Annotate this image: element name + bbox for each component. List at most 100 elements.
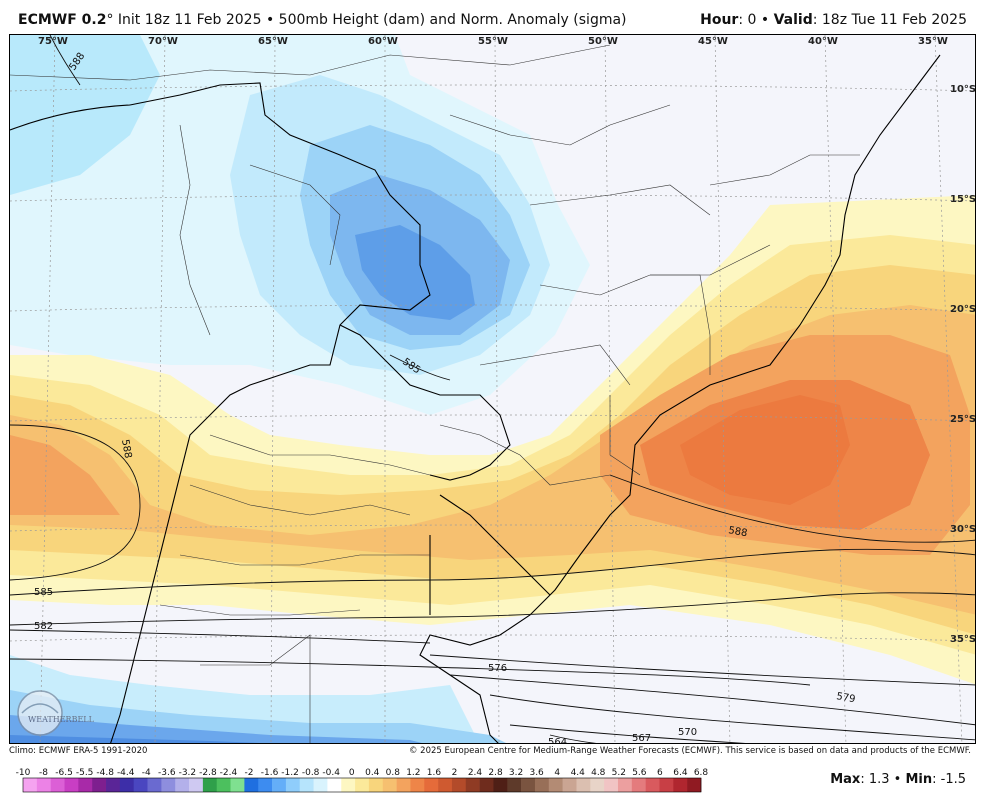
colorbar-tick-label: 2 xyxy=(452,768,458,778)
colorbar-tick-label: -3.6 xyxy=(158,768,176,778)
colorbar-tick-label: 2.4 xyxy=(468,768,483,778)
colorbar-swatch xyxy=(327,778,342,792)
colorbar-swatch xyxy=(189,778,204,792)
colorbar-swatch xyxy=(410,778,425,792)
colorbar-swatch xyxy=(147,778,162,792)
colorbar-tick-label: -4 xyxy=(142,768,151,778)
colorbar-swatch xyxy=(50,778,65,792)
colorbar-swatch xyxy=(285,778,301,792)
colorbar: -10 -8 -6.5 -5.5 -4.8 -4.4 -4 -3.6 -3.2 -2.8 -2.4-… xyxy=(14,765,714,799)
footer: Climo: ECMWF ERA-5 1991-2020 © 2025 Euro… xyxy=(0,746,984,758)
lon-label: 45°W xyxy=(698,36,728,47)
colorbar-swatch xyxy=(313,778,328,792)
contour-label: 576 xyxy=(488,663,507,674)
colorbar-swatch xyxy=(465,778,480,792)
colorbar-swatch xyxy=(216,778,231,792)
colorbar-swatch xyxy=(244,778,259,792)
degree-symbol: ° xyxy=(106,12,114,28)
colorbar-swatch xyxy=(548,778,563,792)
colorbar-swatch xyxy=(424,778,439,792)
colorbar-tick-label: -2.4 xyxy=(220,768,238,778)
colorbar-tick-label: -8 xyxy=(39,768,48,778)
colorbar-tick-label: 5.2 xyxy=(612,768,626,778)
map-canvas: 588 585 588 585 582 576 579 570 567 564 … xyxy=(10,35,976,744)
colorbar-tick-label: 4.4 xyxy=(571,768,586,778)
contour-label: 570 xyxy=(678,727,697,738)
colorbar-swatch xyxy=(493,778,508,792)
colorbar-tick-label: 6 xyxy=(657,768,663,778)
stats-separator: • xyxy=(893,772,902,787)
colorbar-swatch xyxy=(258,778,273,792)
colorbar-tick-label: -0.8 xyxy=(302,768,320,778)
lon-label: 35°W xyxy=(918,36,948,47)
contour-label: 582 xyxy=(34,621,53,632)
init-time: Init 18z 11 Feb 2025 xyxy=(117,12,262,28)
colorbar-swatch xyxy=(36,778,51,792)
contour-label-group: 588 585 588 585 582 576 579 570 567 564 … xyxy=(34,51,856,744)
colorbar-swatch xyxy=(576,778,591,792)
colorbar-swatch xyxy=(272,778,287,792)
graticule xyxy=(10,35,975,743)
lon-label: 70°W xyxy=(148,36,178,47)
lon-label: 50°W xyxy=(588,36,618,47)
colorbar-swatch xyxy=(355,778,370,792)
colorbar-tick-label: 4.8 xyxy=(591,768,606,778)
lat-label: 20°S xyxy=(950,304,976,315)
positive-anomaly-shading xyxy=(10,195,975,685)
colorbar-swatch xyxy=(119,778,134,792)
colorbar-tick-label: -4.8 xyxy=(96,768,114,778)
lon-label: 75°W xyxy=(38,36,68,47)
longitude-labels: 75°W 70°W 65°W 60°W 55°W 50°W 45°W 40°W … xyxy=(38,36,948,47)
valid-separator: • xyxy=(760,12,770,28)
colorbar-swatch xyxy=(64,778,79,792)
colorbar-tick-label: 2.8 xyxy=(488,768,503,778)
contour-label: 579 xyxy=(835,691,856,705)
lon-label: 65°W xyxy=(258,36,288,47)
colorbar-tick-label: 5.6 xyxy=(632,768,647,778)
colorbar-swatch xyxy=(161,778,176,792)
colorbar-tick-label: -1.2 xyxy=(281,768,299,778)
title: ECMWF 0.2° Init 18z 11 Feb 2025 • 500mb … xyxy=(18,12,627,28)
min-value: : -1.5 xyxy=(932,772,966,787)
colorbar-tick-label: -6.5 xyxy=(55,768,73,778)
model-name: ECMWF 0.2 xyxy=(18,12,107,28)
hour-value: : 0 xyxy=(738,12,757,28)
contour-label: 567 xyxy=(632,733,651,744)
lon-label: 40°W xyxy=(808,36,838,47)
latitude-labels: 10°S 15°S 20°S 25°S 30°S 35°S xyxy=(950,84,976,645)
colorbar-tick-label: 0 xyxy=(349,768,355,778)
colorbar-swatch xyxy=(23,778,38,792)
colorbar-tick-label: 1.6 xyxy=(427,768,442,778)
colorbar-swatch xyxy=(396,778,411,792)
colorbar-tick-label: -2.8 xyxy=(199,768,217,778)
lat-label: 30°S xyxy=(950,524,976,535)
colorbar-tick-label: 6.8 xyxy=(694,768,709,778)
title-separator: • xyxy=(265,12,275,28)
colorbar-swatch xyxy=(133,778,148,792)
colorbar-swatch xyxy=(659,778,674,792)
colorbar-swatch xyxy=(106,778,121,792)
colorbar-tick-label: -10 xyxy=(16,768,31,778)
header: ECMWF 0.2° Init 18z 11 Feb 2025 • 500mb … xyxy=(0,0,984,34)
forecast-map[interactable]: 588 585 588 585 582 576 579 570 567 564 … xyxy=(9,34,976,744)
colorbar-swatch xyxy=(604,778,619,792)
colorbar-swatch xyxy=(299,778,314,792)
colorbar-tick-label: 3.2 xyxy=(509,768,523,778)
colorbar-swatch xyxy=(202,778,218,792)
colorbar-swatch xyxy=(534,778,550,792)
lat-label: 25°S xyxy=(950,414,976,425)
colorbar-tick-label: -2 xyxy=(245,768,254,778)
colorbar-tick-label: 0.4 xyxy=(365,768,380,778)
colorbar-swatch xyxy=(230,778,245,792)
colorbar-tick-label: 6.4 xyxy=(673,768,688,778)
contour-label: 588 xyxy=(727,525,748,539)
colorbar-swatch xyxy=(451,778,467,792)
state-borders xyxy=(10,44,860,743)
hour-label: Hour xyxy=(700,12,739,28)
max-label: Max xyxy=(830,772,861,787)
colorbar-swatch xyxy=(562,778,577,792)
colorbar-swatch xyxy=(78,778,93,792)
colorbar-swatch xyxy=(438,778,453,792)
colorbar-swatch xyxy=(521,778,536,792)
min-label: Min xyxy=(905,772,933,787)
